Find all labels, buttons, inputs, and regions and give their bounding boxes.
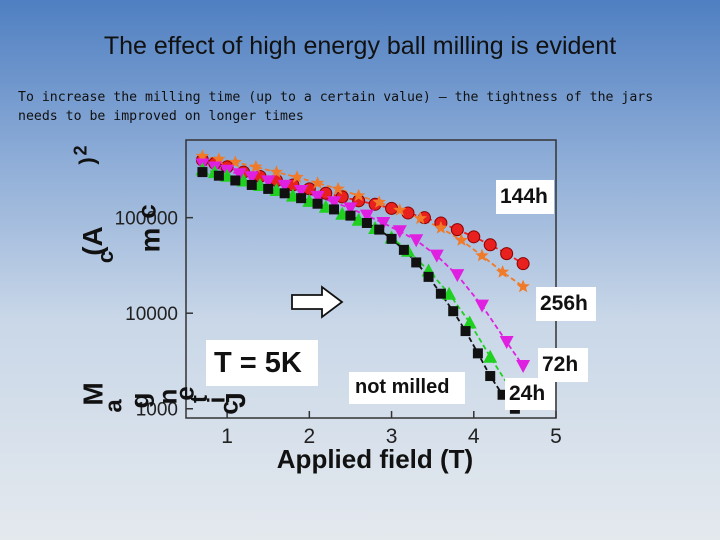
data-point	[409, 234, 424, 248]
data-point	[495, 265, 510, 278]
data-point	[197, 167, 208, 178]
ylabel-fragment: )	[74, 157, 100, 165]
data-point	[516, 279, 530, 293]
data-point	[386, 233, 397, 244]
ylabel-fragment: m	[134, 227, 166, 253]
data-point	[352, 188, 366, 202]
ylabel-fragment: 2	[70, 145, 91, 156]
data-point	[483, 349, 498, 363]
data-point	[359, 209, 374, 223]
data-point	[232, 168, 247, 182]
data-point	[450, 223, 464, 237]
data-point	[434, 221, 448, 234]
ylabel-fragment: g	[124, 392, 155, 409]
data-point	[374, 224, 385, 235]
plot-frame	[185, 139, 557, 419]
data-point	[331, 181, 345, 195]
data-point	[411, 257, 422, 268]
data-point	[413, 211, 427, 225]
label-144h: 144h	[496, 180, 554, 214]
data-point	[485, 371, 496, 382]
x-tick-label: 4	[468, 425, 480, 448]
data-point	[462, 315, 477, 329]
x-tick-label: 2	[303, 425, 315, 448]
data-point	[429, 249, 444, 263]
data-point	[475, 248, 489, 262]
slide-subtitle: To increase the milling time (up to a ce…	[18, 90, 654, 124]
data-point	[460, 326, 471, 337]
data-point	[246, 179, 257, 190]
data-point	[500, 247, 514, 261]
slide-title: The effect of high energy ball milling i…	[103, 32, 617, 60]
data-point	[213, 170, 224, 181]
label-256h: 256h	[536, 287, 596, 321]
data-point	[398, 244, 409, 255]
data-point	[483, 238, 497, 252]
data-point	[475, 299, 489, 313]
data-point	[448, 306, 459, 317]
data-point	[310, 176, 325, 189]
ylabel-fragment: J	[219, 392, 251, 408]
x-tick-label: 1	[221, 425, 233, 448]
data-point	[249, 159, 263, 173]
data-point	[472, 348, 483, 359]
data-point	[327, 196, 341, 210]
data-point	[329, 204, 339, 215]
data-point	[345, 210, 356, 221]
data-point	[228, 155, 242, 168]
data-point	[516, 360, 531, 374]
right-arrow-icon	[291, 285, 344, 319]
data-point	[310, 190, 325, 204]
data-point	[290, 170, 304, 183]
data-point	[244, 171, 259, 185]
data-point	[435, 288, 446, 299]
data-point	[499, 335, 514, 349]
data-point	[423, 271, 434, 282]
label-72h: 72h	[538, 348, 588, 382]
not-milled-label: not milled	[349, 372, 465, 404]
label-24h: 24h	[505, 378, 555, 410]
x-axis-title: Applied field (T)	[277, 444, 473, 474]
data-point	[393, 203, 407, 216]
data-point	[467, 230, 481, 244]
data-point	[376, 216, 391, 230]
data-point	[497, 389, 508, 400]
ylabel-fragment: c	[93, 250, 119, 264]
data-point	[312, 198, 323, 209]
y-tick-label: 1000	[136, 400, 178, 421]
data-point	[361, 217, 372, 228]
data-point	[450, 269, 465, 283]
y-tick-label: 100000	[115, 209, 178, 230]
data-point	[277, 179, 292, 193]
temperature-label: T = 5K	[206, 340, 318, 386]
data-point	[269, 165, 284, 178]
data-point	[296, 193, 307, 204]
y-tick-label: 10000	[125, 304, 178, 325]
data-point	[294, 185, 309, 199]
x-tick-label: 5	[550, 425, 562, 448]
data-point	[212, 152, 226, 165]
data-point	[392, 225, 407, 239]
data-point	[343, 202, 358, 216]
data-point	[195, 149, 210, 162]
data-point	[372, 195, 386, 208]
x-tick-label: 3	[386, 425, 398, 448]
ylabel-fragment: c	[131, 204, 162, 219]
data-point	[454, 233, 469, 246]
data-point	[230, 175, 241, 186]
data-point	[516, 257, 530, 271]
data-point	[261, 175, 276, 189]
data-point	[263, 183, 274, 194]
data-point	[279, 188, 290, 199]
